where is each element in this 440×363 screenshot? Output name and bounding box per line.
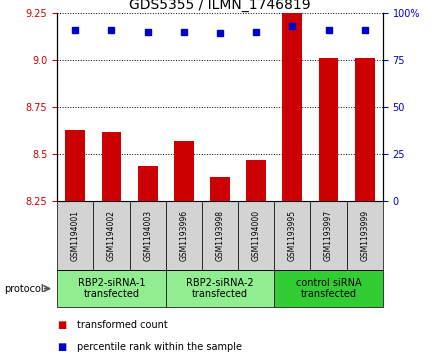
Bar xyxy=(57,270,166,307)
Text: transformed count: transformed count xyxy=(77,320,168,330)
Bar xyxy=(102,132,121,201)
Text: GSM1194000: GSM1194000 xyxy=(252,210,260,261)
Text: GSM1193997: GSM1193997 xyxy=(324,210,333,261)
Text: GSM1193999: GSM1193999 xyxy=(360,210,369,261)
Text: percentile rank within the sample: percentile rank within the sample xyxy=(77,342,242,352)
Bar xyxy=(319,58,338,201)
Bar xyxy=(66,130,85,201)
Bar xyxy=(347,201,383,270)
Text: GSM1194002: GSM1194002 xyxy=(107,210,116,261)
Bar xyxy=(210,177,230,201)
Bar xyxy=(166,270,274,307)
Bar xyxy=(129,201,166,270)
Bar xyxy=(282,13,302,201)
Text: GSM1193996: GSM1193996 xyxy=(180,210,188,261)
Title: GDS5355 / ILMN_1746819: GDS5355 / ILMN_1746819 xyxy=(129,0,311,12)
Bar xyxy=(166,201,202,270)
Text: GSM1193995: GSM1193995 xyxy=(288,210,297,261)
Text: protocol: protocol xyxy=(4,284,44,294)
Text: RBP2-siRNA-1
transfected: RBP2-siRNA-1 transfected xyxy=(78,278,145,299)
Bar xyxy=(174,141,194,201)
Text: control siRNA
transfected: control siRNA transfected xyxy=(296,278,361,299)
Text: RBP2-siRNA-2
transfected: RBP2-siRNA-2 transfected xyxy=(186,278,254,299)
Text: ■: ■ xyxy=(57,320,66,330)
Bar xyxy=(355,58,375,201)
Text: ■: ■ xyxy=(57,342,66,352)
Text: GSM1194001: GSM1194001 xyxy=(71,210,80,261)
Text: GSM1193998: GSM1193998 xyxy=(216,210,224,261)
Text: GSM1194003: GSM1194003 xyxy=(143,210,152,261)
Bar xyxy=(202,201,238,270)
Bar xyxy=(93,201,129,270)
Bar xyxy=(238,201,274,270)
Bar xyxy=(311,201,347,270)
Bar xyxy=(274,201,311,270)
Bar xyxy=(57,201,93,270)
Bar xyxy=(274,270,383,307)
Bar xyxy=(138,166,158,201)
Bar xyxy=(246,160,266,201)
